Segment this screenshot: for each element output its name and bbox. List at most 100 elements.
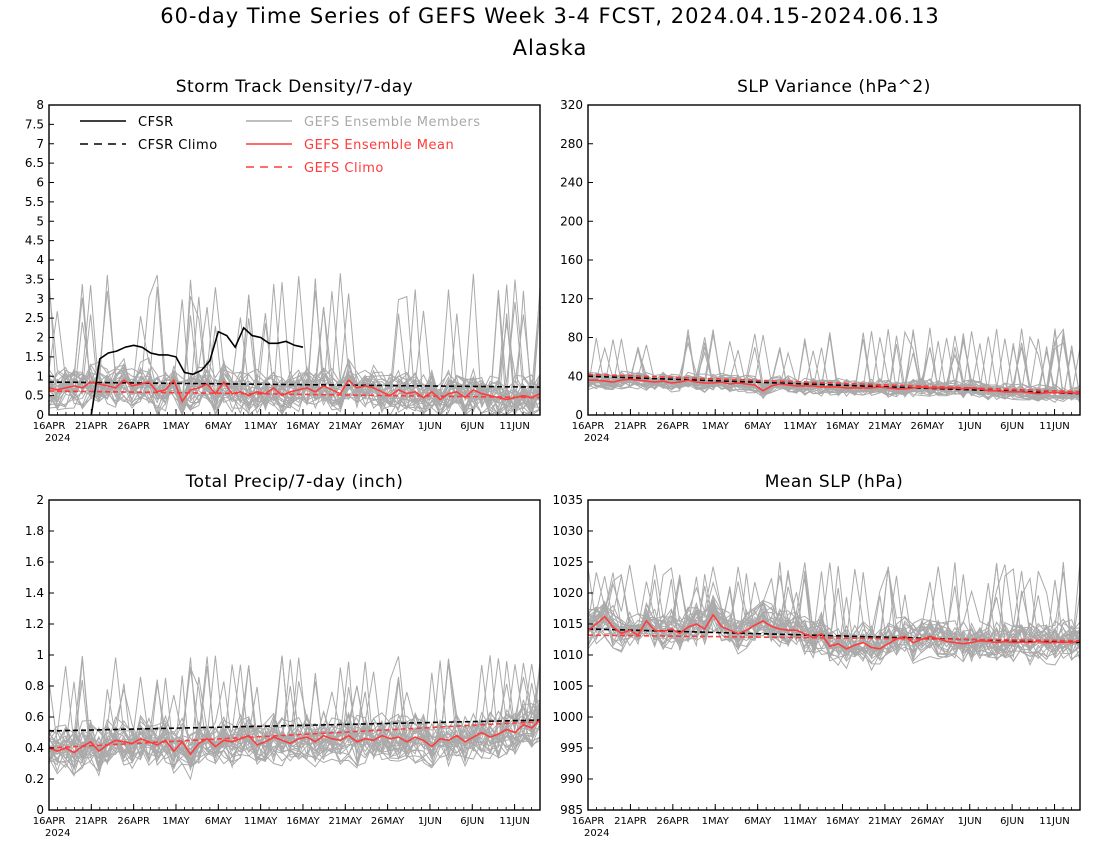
ensemble-member-line xyxy=(49,664,540,775)
y-tick-label: 4 xyxy=(36,253,44,267)
x-tick-label: 1JUN xyxy=(418,421,442,432)
y-tick-label: 1005 xyxy=(552,679,583,693)
panel-4: Mean SLP (hPa) 985 990 995 1000 1005 1010 1015 1… xyxy=(552,472,1081,839)
x-tick-label: 21MAY xyxy=(329,421,363,432)
ensemble-member-line xyxy=(49,311,540,402)
ensemble-member-line xyxy=(588,562,1080,660)
ensemble-member-line xyxy=(49,677,540,769)
ensemble-mean-line xyxy=(588,613,1080,650)
y-tick-label: 1025 xyxy=(552,555,583,569)
x-year-label: 2024 xyxy=(584,828,609,839)
y-tick-label: 0 xyxy=(36,803,44,817)
y-tick-label: 990 xyxy=(560,772,583,786)
x-tick-label: 6MAY xyxy=(205,421,233,432)
y-tick-label: 0.8 xyxy=(25,679,44,693)
x-tick-label: 1MAY xyxy=(702,421,730,432)
x-tick-label: 16APR xyxy=(572,421,605,432)
y-tick-label: 995 xyxy=(560,741,583,755)
y-tick-label: 0.4 xyxy=(25,741,44,755)
ensemble-mean-line xyxy=(588,378,1080,395)
panel-title: Mean SLP (hPa) xyxy=(765,472,904,492)
x-tick-label: 16MAY xyxy=(826,816,860,827)
gefs-climo-line xyxy=(588,634,1080,642)
panel-1: Storm Track Density/7-day 0 0.5 1 1.5 2 2.5 3 3.… xyxy=(25,77,541,444)
x-tick-label: 1JUN xyxy=(958,421,982,432)
x-tick-label: 26MAY xyxy=(911,816,945,827)
y-tick-label: 80 xyxy=(568,331,583,345)
ensemble-member-line xyxy=(588,335,1080,396)
y-tick-label: 0 xyxy=(575,408,583,422)
y-tick-label: 2 xyxy=(36,331,44,345)
plot-area xyxy=(588,562,1080,672)
x-tick-label: 26APR xyxy=(117,816,150,827)
gefs-climo-line xyxy=(588,373,1080,393)
y-tick-label: 160 xyxy=(560,253,583,267)
y-tick-label: 1035 xyxy=(552,493,583,507)
x-tick-label: 16APR xyxy=(572,816,605,827)
x-year-label: 2024 xyxy=(45,433,70,444)
ensemble-member-line xyxy=(588,562,1080,661)
x-tick-label: 21MAY xyxy=(868,816,902,827)
panel-2: SLP Variance (hPa^2) 0 40 80 120 160 200 240 280… xyxy=(560,77,1081,444)
x-tick-label: 26APR xyxy=(657,816,690,827)
x-tick-label: 1MAY xyxy=(702,816,730,827)
y-tick-label: 240 xyxy=(560,176,583,190)
cfsr-climo-line xyxy=(49,381,540,388)
ensemble-member-line xyxy=(49,372,540,415)
x-tick-label: 11MAY xyxy=(783,421,817,432)
x-tick-label: 6MAY xyxy=(744,421,772,432)
ensemble-member-line xyxy=(588,566,1080,657)
x-tick-label: 26MAY xyxy=(911,421,945,432)
y-tick-label: 0.5 xyxy=(25,389,44,403)
x-tick-label: 1MAY xyxy=(162,421,190,432)
legend-label: CFSR Climo xyxy=(138,138,218,153)
x-tick-label: 6JUN xyxy=(1000,816,1024,827)
legend-label: GEFS Climo xyxy=(304,161,384,176)
x-tick-label: 21APR xyxy=(75,421,108,432)
ensemble-member-line xyxy=(49,689,540,763)
y-tick-label: 1010 xyxy=(552,648,583,662)
y-tick-label: 1015 xyxy=(552,617,583,631)
legend-item: GEFS Ensemble Mean xyxy=(246,138,454,153)
y-tick-label: 4.5 xyxy=(25,234,44,248)
ensemble-mean-line xyxy=(49,719,540,756)
y-tick-label: 7 xyxy=(36,137,44,151)
y-tick-label: 40 xyxy=(568,369,583,383)
x-tick-label: 11MAY xyxy=(244,421,278,432)
x-tick-label: 11JUN xyxy=(1039,816,1069,827)
y-tick-label: 1.6 xyxy=(25,555,44,569)
legend-label: CFSR xyxy=(138,115,174,130)
x-tick-label: 6MAY xyxy=(205,816,233,827)
ensemble-member-line xyxy=(49,655,540,781)
y-tick-label: 3.5 xyxy=(25,272,44,286)
x-tick-label: 11JUN xyxy=(499,421,529,432)
y-tick-label: 0.6 xyxy=(25,710,44,724)
panel-title: SLP Variance (hPa^2) xyxy=(737,77,931,97)
legend-item: GEFS Ensemble Members xyxy=(246,115,480,130)
x-tick-label: 21APR xyxy=(614,421,647,432)
ensemble-member-line xyxy=(49,665,540,772)
x-tick-label: 16MAY xyxy=(286,816,320,827)
y-tick-label: 1.4 xyxy=(25,586,44,600)
gefs-climo-line xyxy=(49,390,540,399)
y-tick-label: 1.5 xyxy=(25,350,44,364)
cfsr-line xyxy=(90,326,304,415)
y-tick-label: 2.5 xyxy=(25,311,44,325)
x-tick-label: 21MAY xyxy=(329,816,363,827)
legend-item: GEFS Climo xyxy=(246,161,384,176)
ensemble-member-line xyxy=(49,306,540,403)
y-tick-label: 1020 xyxy=(552,586,583,600)
y-tick-label: 1 xyxy=(36,648,44,662)
y-tick-label: 6.5 xyxy=(25,156,44,170)
ensemble-member-line xyxy=(588,333,1080,396)
x-tick-label: 6JUN xyxy=(460,816,484,827)
ensemble-member-line xyxy=(49,282,540,406)
x-tick-label: 16MAY xyxy=(826,421,860,432)
x-tick-label: 6MAY xyxy=(744,816,772,827)
ensemble-member-line xyxy=(49,720,540,769)
y-tick-label: 1 xyxy=(36,369,44,383)
y-tick-label: 5.5 xyxy=(25,195,44,209)
figure-subtitle: Alaska xyxy=(512,36,588,60)
x-tick-label: 26MAY xyxy=(371,816,405,827)
